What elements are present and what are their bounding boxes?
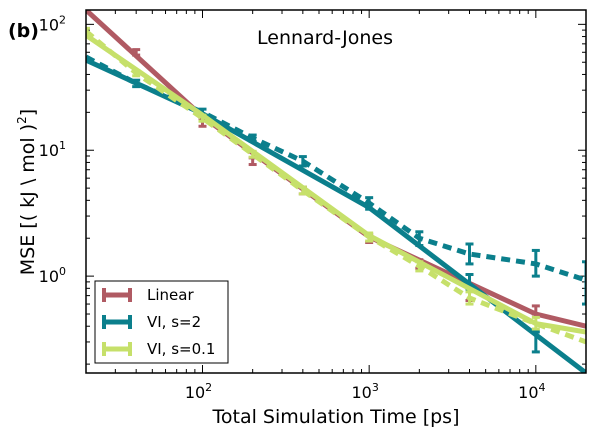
y-axis-label-close: ] — [17, 109, 39, 116]
legend-label: VI, s=2 — [147, 313, 201, 331]
x-tick-label: 103 — [351, 381, 378, 402]
series-layer — [86, 10, 586, 373]
legend: Linear VI, s=2 VI, s=0.1 — [94, 280, 229, 364]
y-tick-label: 101 — [39, 139, 66, 160]
x-tick-labels: 102 103 104 — [185, 381, 546, 402]
plot-frame — [85, 9, 587, 374]
x-axis-label: Total Simulation Time [ps] — [212, 406, 460, 428]
chart-title: Lennard-Jones — [257, 27, 393, 49]
x-tick-label: 104 — [518, 381, 545, 402]
panel-label: (b) — [8, 20, 39, 42]
y-axis-label-sup: 2 — [15, 116, 29, 124]
y-axis-label-main: MSE [( kJ \ mol ) — [17, 124, 39, 275]
legend-label: Linear — [147, 286, 194, 304]
legend-label: VI, s=0.1 — [147, 340, 215, 358]
y-axis-label: MSE [( kJ \ mol )2] — [15, 109, 39, 275]
y-tick-labels: 100 101 102 — [39, 13, 66, 286]
y-tick-label: 100 — [39, 265, 66, 286]
x-tick-label: 102 — [185, 381, 212, 402]
y-tick-label: 102 — [39, 13, 66, 34]
data-line-series-2 — [86, 29, 586, 345]
